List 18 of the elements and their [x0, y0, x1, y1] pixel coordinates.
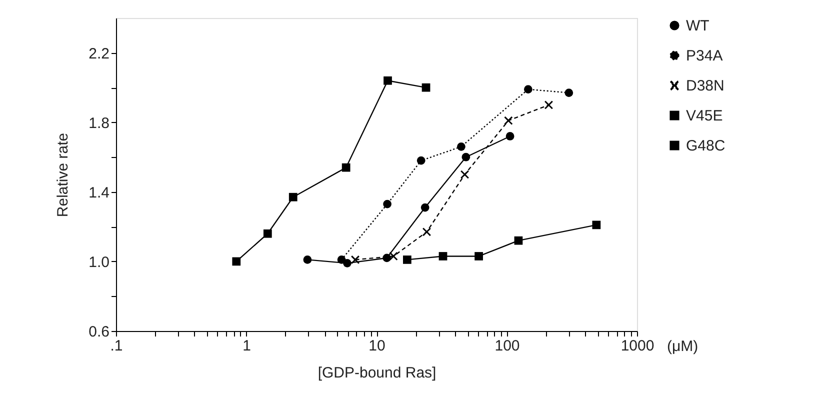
legend-label: D38N — [686, 78, 724, 94]
x-axis-title: [GDP-bound Ras] — [318, 364, 436, 382]
legend-label: WT — [686, 18, 710, 34]
x-tick-label: .1 — [110, 338, 123, 354]
x-tick-label: 100 — [494, 338, 520, 354]
legend-label: V45E — [686, 108, 723, 124]
y-tick-label: 2.2 — [88, 45, 110, 62]
x-tick-label: 1000 — [620, 338, 654, 354]
y-tick-label: 1.4 — [88, 184, 110, 202]
y-tick-label: 1.8 — [88, 114, 110, 132]
text: (μM) — [667, 338, 698, 355]
y-axis-title: Relative rate — [54, 132, 72, 218]
legend-label: G48C — [686, 138, 726, 154]
y-tick-label: 0.6 — [88, 324, 110, 340]
legend-label: P34A — [686, 48, 723, 64]
x-tick-label: 10 — [368, 338, 386, 354]
y-tick-label: 1.0 — [88, 254, 110, 271]
x-tick-label: 1 — [242, 338, 251, 354]
